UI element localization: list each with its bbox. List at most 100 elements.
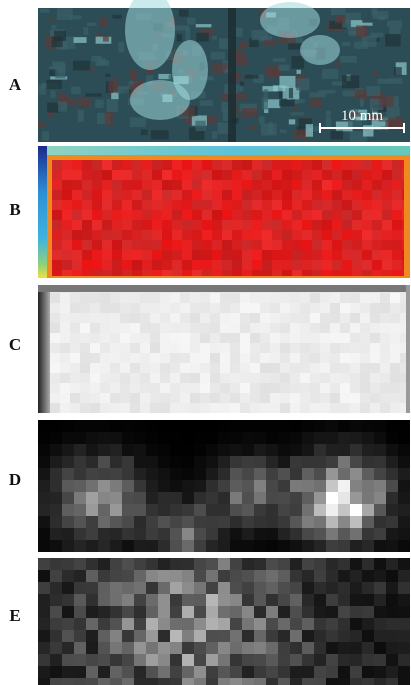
map-pixel bbox=[194, 528, 206, 540]
map-pixel bbox=[402, 190, 404, 200]
map-pixel bbox=[266, 456, 278, 468]
map-pixel bbox=[230, 582, 242, 594]
map-pixel bbox=[110, 444, 122, 456]
map-pixel bbox=[134, 504, 146, 516]
map-pixel bbox=[210, 403, 220, 413]
map-pixel bbox=[372, 220, 382, 230]
photo-texture bbox=[248, 125, 257, 130]
map-pixel bbox=[110, 480, 122, 492]
map-pixel bbox=[400, 313, 406, 323]
map-pixel bbox=[402, 250, 404, 260]
map-pixel bbox=[146, 558, 158, 570]
panel-e-map bbox=[38, 558, 410, 685]
map-pixel bbox=[372, 230, 382, 240]
map-pixel bbox=[122, 492, 134, 504]
map-pixel bbox=[62, 200, 72, 210]
map-pixel bbox=[206, 504, 218, 516]
map-pixel bbox=[122, 432, 134, 444]
map-pixel bbox=[390, 293, 400, 303]
map-pixel bbox=[262, 160, 272, 170]
map-pixel bbox=[232, 190, 242, 200]
map-pixel bbox=[398, 606, 410, 618]
map-pixel bbox=[290, 666, 302, 678]
map-pixel bbox=[400, 353, 406, 363]
map-pixel bbox=[72, 180, 82, 190]
map-pixel bbox=[122, 160, 132, 170]
map-pixel bbox=[100, 403, 110, 413]
map-pixel bbox=[100, 343, 110, 353]
map-pixel bbox=[340, 393, 350, 403]
map-pixel bbox=[360, 323, 370, 333]
map-pixel bbox=[182, 654, 194, 666]
map-pixel bbox=[260, 293, 270, 303]
photo-texture bbox=[187, 17, 196, 25]
map-pixel bbox=[320, 393, 330, 403]
map-pixel bbox=[38, 606, 50, 618]
map-pixel bbox=[98, 432, 110, 444]
map-pixel bbox=[150, 403, 160, 413]
map-pixel bbox=[180, 343, 190, 353]
map-pixel bbox=[38, 582, 50, 594]
photo-texture bbox=[241, 108, 258, 118]
map-pixel bbox=[302, 170, 312, 180]
map-pixel bbox=[278, 630, 290, 642]
map-pixel bbox=[52, 160, 62, 170]
photo-texture bbox=[217, 122, 231, 134]
map-pixel bbox=[120, 353, 130, 363]
map-pixel bbox=[266, 642, 278, 654]
map-pixel bbox=[382, 240, 392, 250]
map-pixel bbox=[80, 313, 90, 323]
map-pixel bbox=[130, 323, 140, 333]
map-pixel bbox=[242, 606, 254, 618]
map-pixel bbox=[338, 618, 350, 630]
photo-texture bbox=[184, 117, 197, 125]
map-pixel bbox=[280, 293, 290, 303]
map-pixel bbox=[62, 642, 74, 654]
map-pixel bbox=[192, 160, 202, 170]
map-pixel bbox=[382, 230, 392, 240]
map-pixel bbox=[302, 456, 314, 468]
map-pixel bbox=[338, 528, 350, 540]
map-pixel bbox=[100, 313, 110, 323]
map-pixel bbox=[52, 200, 62, 210]
map-pixel bbox=[180, 363, 190, 373]
map-pixel bbox=[254, 678, 266, 685]
map-pixel bbox=[350, 528, 362, 540]
map-pixel bbox=[38, 456, 50, 468]
map-pixel bbox=[140, 353, 150, 363]
photo-texture bbox=[263, 99, 281, 109]
map-pixel bbox=[370, 293, 380, 303]
map-pixel bbox=[374, 654, 386, 666]
panel-a-photo bbox=[38, 0, 410, 142]
map-pixel bbox=[122, 270, 132, 276]
map-pixel bbox=[350, 480, 362, 492]
map-pixel bbox=[362, 456, 374, 468]
map-pixel bbox=[190, 333, 200, 343]
map-pixel bbox=[134, 558, 146, 570]
photo-texture bbox=[58, 101, 68, 112]
map-pixel bbox=[352, 200, 362, 210]
map-pixel bbox=[350, 678, 362, 685]
map-pixel bbox=[82, 160, 92, 170]
map-pixel bbox=[152, 240, 162, 250]
map-pixel bbox=[252, 230, 262, 240]
map-pixel bbox=[386, 570, 398, 582]
photo-texture bbox=[199, 100, 213, 106]
map-pixel bbox=[350, 343, 360, 353]
map-pixel bbox=[170, 594, 182, 606]
map-pixel bbox=[230, 570, 242, 582]
map-pixel bbox=[250, 343, 260, 353]
photo-texture bbox=[329, 20, 347, 29]
map-pixel bbox=[230, 618, 242, 630]
map-pixel bbox=[338, 432, 350, 444]
map-pixel bbox=[322, 190, 332, 200]
map-pixel bbox=[386, 468, 398, 480]
map-pixel bbox=[160, 393, 170, 403]
map-pixel bbox=[146, 654, 158, 666]
map-pixel bbox=[314, 678, 326, 685]
map-pixel bbox=[350, 403, 360, 413]
map-pixel bbox=[278, 432, 290, 444]
map-pixel bbox=[380, 353, 390, 363]
map-pixel bbox=[350, 444, 362, 456]
map-pixel bbox=[338, 480, 350, 492]
